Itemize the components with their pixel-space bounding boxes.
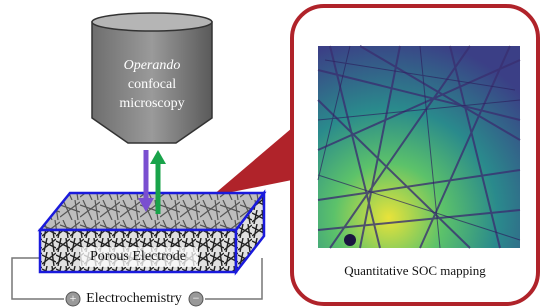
panel-caption: Quantitative SOC mapping bbox=[344, 263, 486, 278]
soc-map bbox=[318, 46, 520, 248]
microscope-line: confocal bbox=[128, 77, 176, 92]
electrode-label: Porous Electrode bbox=[90, 249, 186, 264]
microscope-line: Operando bbox=[124, 58, 181, 73]
circuit-label: Electrochemistry bbox=[86, 291, 182, 306]
positive-sign: + bbox=[70, 291, 77, 305]
microscope-line: microscopy bbox=[119, 96, 184, 111]
diagram: Operando confocal microscopy Porous Elec… bbox=[0, 0, 542, 307]
negative-sign: − bbox=[193, 291, 200, 305]
zoom-wedge bbox=[212, 128, 292, 196]
